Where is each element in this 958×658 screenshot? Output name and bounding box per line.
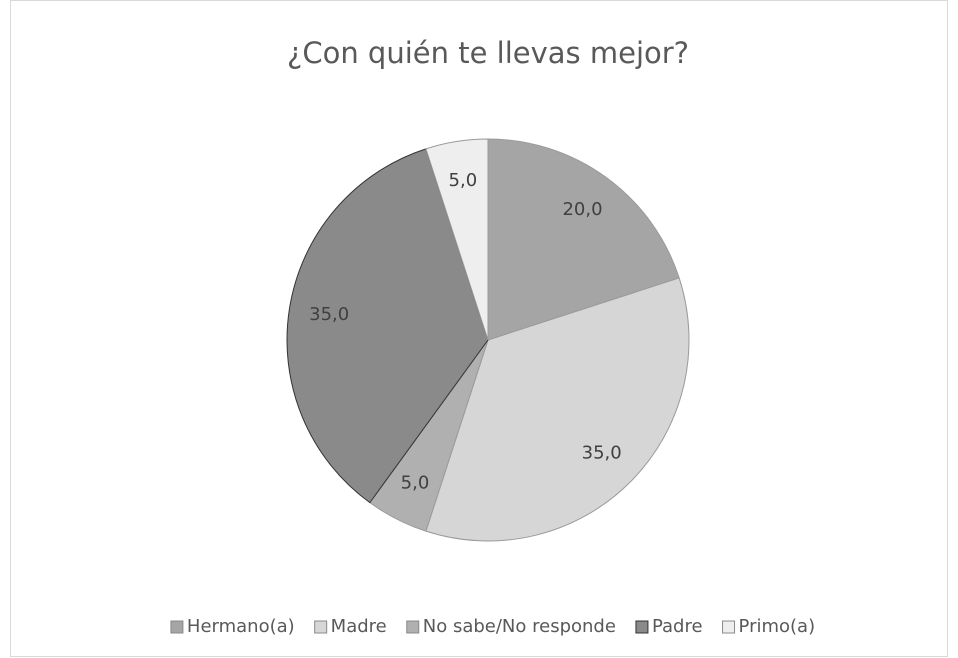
data-label: 5,0 xyxy=(401,472,430,493)
data-label: 35,0 xyxy=(582,443,622,464)
legend-label: Primo(a) xyxy=(739,616,816,637)
legend-swatch xyxy=(635,620,649,634)
legend-swatch xyxy=(170,620,184,634)
data-label: 20,0 xyxy=(562,199,602,220)
legend-label: Madre xyxy=(331,616,387,637)
chart-title: ¿Con quién te llevas mejor? xyxy=(287,36,689,70)
legend-label: No sabe/No responde xyxy=(423,616,616,637)
pie-slice xyxy=(487,138,680,341)
legend-swatch xyxy=(722,620,736,634)
legend: Hermano(a) Madre No sabe/No responde Padre P… xyxy=(170,616,816,637)
legend-swatch xyxy=(406,620,420,634)
data-label: 5,0 xyxy=(449,170,478,191)
legend-label: Hermano(a) xyxy=(187,616,295,637)
pie-slice xyxy=(425,277,690,542)
legend-swatch xyxy=(314,620,328,634)
data-label: 35,0 xyxy=(309,304,349,325)
legend-label: Padre xyxy=(652,616,703,637)
pie-slice xyxy=(425,138,489,341)
pie-slice xyxy=(286,148,489,504)
